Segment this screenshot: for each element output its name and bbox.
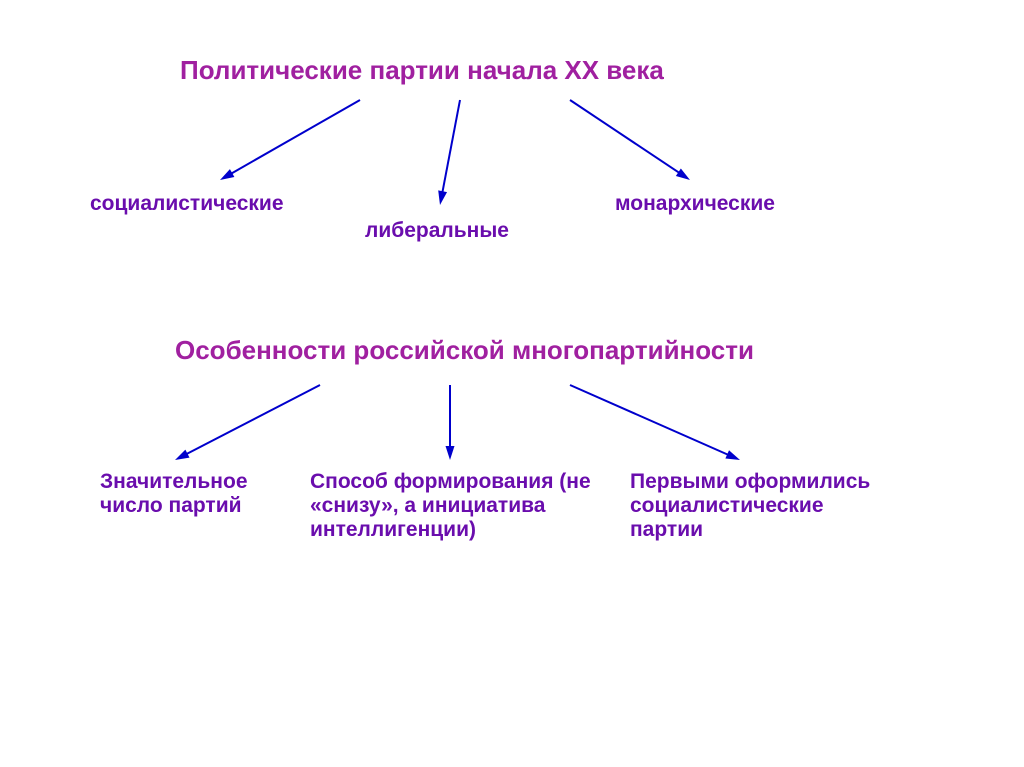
diagram2-leaf-0: Значительное число партий	[100, 470, 300, 518]
diagram1-arrow-2	[550, 80, 710, 200]
diagram2-title: Особенности российской многопартийности	[175, 335, 754, 366]
diagram1-leaf-0: социалистические	[90, 192, 284, 216]
diagram1-leaf-1: либеральные	[365, 219, 509, 243]
diagram1-leaf-2: монархические	[615, 192, 775, 216]
diagram2-arrow-2	[550, 365, 760, 480]
diagram1-arrow-1	[420, 80, 480, 225]
diagram2-arrow-0	[155, 365, 340, 480]
diagram2-leaf-1: Способ формирования (не «снизу», а иници…	[310, 470, 600, 542]
diagram2-arrow-1	[430, 365, 470, 480]
diagram1-arrow-0	[200, 80, 380, 200]
diagram2-leaf-2: Первыми оформились социалистические парт…	[630, 470, 900, 542]
